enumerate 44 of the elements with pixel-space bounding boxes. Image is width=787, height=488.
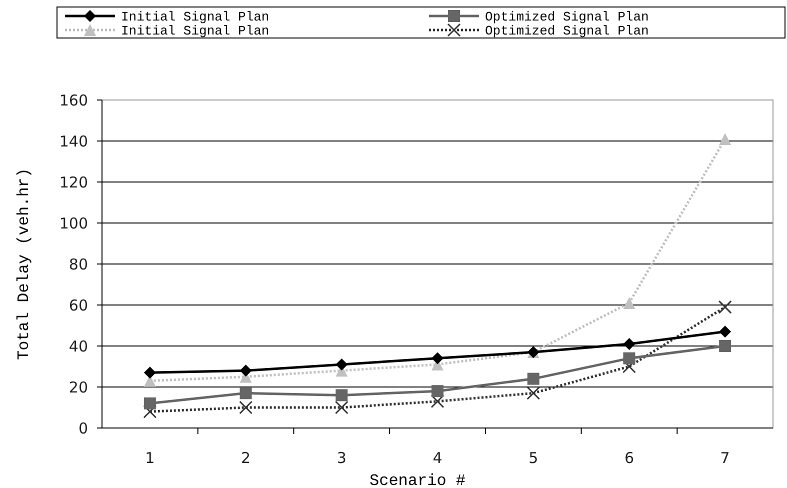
legend-label: Initial Signal Plan: [121, 10, 270, 25]
legend-label: Optimized Signal Plan: [485, 24, 649, 39]
point: [240, 364, 252, 377]
point: [719, 326, 732, 338]
y-tick-label: 20: [68, 378, 88, 396]
x-tick-label: 7: [720, 449, 730, 467]
y-tick-label: 60: [68, 296, 88, 314]
y-axis-title: Total Delay (veh.hr): [15, 168, 33, 360]
x-tick-label: 3: [336, 449, 346, 467]
point: [719, 132, 732, 145]
point: [144, 397, 156, 410]
x-tick-label: 5: [528, 449, 538, 467]
x-tick-label: 6: [624, 449, 634, 467]
point: [432, 385, 444, 398]
point: [239, 400, 253, 414]
y-tick-label: 100: [59, 214, 88, 232]
point: [334, 400, 348, 414]
point: [623, 352, 636, 364]
legend-label: Initial Signal Plan: [121, 24, 270, 39]
point: [336, 389, 348, 402]
point: [144, 366, 156, 379]
x-tick-label: 4: [432, 449, 442, 467]
point: [718, 300, 732, 314]
point: [336, 358, 348, 370]
point: [143, 404, 157, 418]
point: [719, 340, 732, 352]
x-axis-title: Scenario #: [369, 472, 466, 488]
legend-label: Optimized Signal Plan: [485, 10, 649, 25]
y-tick-label: 160: [59, 91, 88, 110]
point: [623, 296, 636, 309]
point: [622, 360, 636, 374]
y-tick-label: 120: [59, 173, 88, 192]
y-tick-label: 80: [68, 255, 88, 274]
y-tick-label: 140: [59, 132, 88, 150]
x-tick-label: 1: [145, 449, 155, 467]
point: [430, 394, 444, 408]
x-tick-label: 2: [241, 449, 251, 467]
point: [432, 352, 444, 364]
point: [527, 372, 540, 385]
point: [240, 387, 252, 400]
y-tick-label: 0: [78, 419, 88, 438]
y-tick-label: 40: [68, 337, 88, 356]
point: [526, 386, 540, 400]
point: [623, 338, 636, 350]
